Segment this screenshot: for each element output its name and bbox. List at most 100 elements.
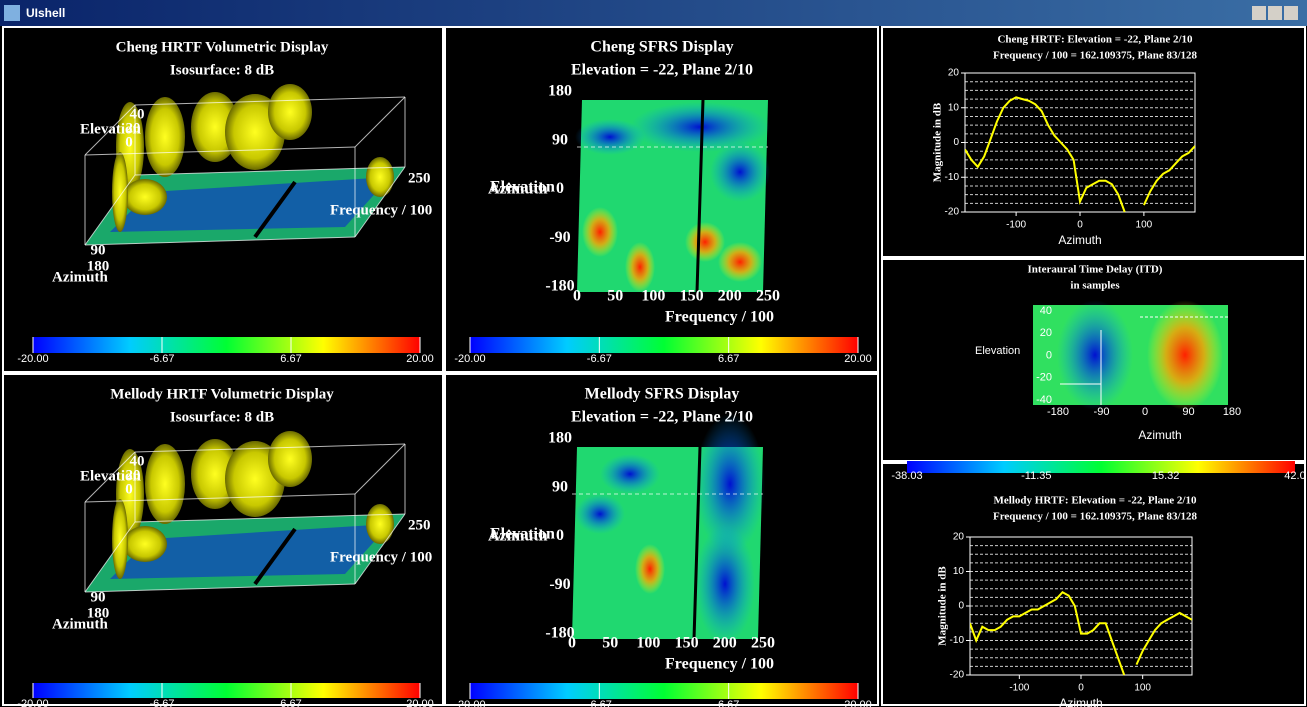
axis-label: Frequency / 100 <box>665 309 774 326</box>
x-tick-label: 100 <box>1134 683 1151 694</box>
y-tick-label: -40 <box>1036 394 1052 406</box>
colorbar-label: -20.00 <box>454 699 485 707</box>
x-tick-label: 200 <box>713 635 737 652</box>
panel-subtitle: in samples <box>1070 280 1120 292</box>
y-tick-label: -10 <box>950 635 965 646</box>
isosurface <box>112 152 128 232</box>
y-tick-label: 20 <box>953 532 965 543</box>
colorbar <box>470 337 858 353</box>
heatmap-blob <box>625 242 655 292</box>
heatmap <box>575 100 770 292</box>
isosurface <box>366 504 394 544</box>
maximize-button[interactable] <box>1268 6 1282 20</box>
y-tick-label: -20 <box>950 670 965 681</box>
y-tick-label: -180 <box>545 278 574 295</box>
axis-label: Elevation <box>80 468 141 484</box>
x-axis-label: Azimuth <box>1058 233 1101 247</box>
app-window: UIshell Cheng HRTF Volumetric DisplayIso… <box>0 0 1307 707</box>
y-tick-label: 90 <box>552 478 568 495</box>
frequency-tick: 250 <box>408 170 431 186</box>
y-axis-label: Magnitude in dB <box>932 102 944 182</box>
isosurface <box>123 526 167 562</box>
heatmap <box>572 414 765 644</box>
x-tick-label: 100 <box>641 288 665 305</box>
x-tick-label: -100 <box>1009 683 1029 694</box>
heatmap-blob <box>718 242 762 282</box>
axis-label: Elevation <box>80 121 141 137</box>
panel-subtitle: Elevation = -22, Plane 2/10 <box>571 62 753 79</box>
colorbar-label: -6.67 <box>587 699 612 707</box>
y-tick-label: 180 <box>548 83 572 100</box>
y-tick-label: 20 <box>1040 327 1052 339</box>
panel-title: Mellody SFRS Display <box>585 386 740 403</box>
azimuth-tick: 90 <box>91 589 106 605</box>
azimuth-tick: 90 <box>91 242 106 258</box>
axis-label: Azimuth <box>488 181 548 198</box>
x-tick-label: 150 <box>680 288 704 305</box>
isosurface <box>268 84 312 140</box>
x-tick-label: -180 <box>1047 406 1069 418</box>
y-axis-label: Elevation <box>975 345 1020 357</box>
y-tick-label: -90 <box>549 229 570 246</box>
minimize-button[interactable] <box>1252 6 1266 20</box>
colorbar-label: 6.67 <box>718 353 739 365</box>
heatmap-blob <box>1057 300 1133 410</box>
colorbar <box>33 683 420 698</box>
y-tick-label: 180 <box>548 430 572 447</box>
isosurface <box>112 499 128 579</box>
x-tick-label: 100 <box>636 635 660 652</box>
x-tick-label: 0 <box>1078 683 1084 694</box>
y-tick-label: -10 <box>945 172 960 183</box>
colorbar-label: 6.67 <box>280 698 301 707</box>
colorbar-label: 20.00 <box>844 353 872 365</box>
x-tick-label: 90 <box>1182 406 1194 418</box>
heatmap-blob <box>710 142 770 202</box>
panel-subtitle: Isosurface: 8 dB <box>170 409 274 425</box>
colorbar-label: 6.67 <box>718 699 739 707</box>
heatmap-blob <box>635 544 665 594</box>
x-tick-label: 250 <box>756 288 780 305</box>
panel-title: Cheng HRTF: Elevation = -22, Plane 2/10 <box>997 34 1193 46</box>
panel-subtitle: Frequency / 100 = 162.109375, Plane 83/1… <box>993 511 1198 523</box>
axis-label: Azimuth <box>488 528 548 545</box>
colorbar <box>907 461 1295 473</box>
y-tick-label: 90 <box>552 131 568 148</box>
heatmap-blob <box>685 222 725 262</box>
x-tick-label: 50 <box>602 635 618 652</box>
y-tick-label: 40 <box>1040 305 1052 317</box>
isosurface <box>145 444 185 524</box>
close-button[interactable] <box>1284 6 1298 20</box>
y-tick-label: 0 <box>556 527 564 544</box>
colorbar-label: 6.67 <box>280 353 301 365</box>
heatmap-blob <box>575 119 645 155</box>
x-axis-label: Azimuth <box>1138 428 1181 442</box>
panel-title: Mellody HRTF Volumetric Display <box>110 386 334 402</box>
x-axis-label: Azimuth <box>1059 696 1102 707</box>
colorbar-label: 15.32 <box>1152 470 1180 482</box>
colorbar-label: -6.67 <box>149 698 174 707</box>
x-tick-label: 200 <box>718 288 742 305</box>
x-tick-label: 100 <box>1136 220 1153 231</box>
axis-label: Azimuth <box>52 616 108 632</box>
x-tick-label: -100 <box>1006 220 1026 231</box>
heatmap-blob <box>582 207 618 257</box>
y-tick-label: 0 <box>556 180 564 197</box>
window-title: UIshell <box>26 6 65 20</box>
x-tick-label: 180 <box>1223 406 1241 418</box>
colorbar <box>470 683 858 699</box>
y-tick-label: 20 <box>948 68 960 79</box>
heatmap-blob <box>600 454 660 494</box>
colorbar-label: -20.00 <box>454 353 485 365</box>
isosurface <box>123 179 167 215</box>
y-tick-label: 10 <box>948 102 960 113</box>
colorbar <box>33 337 420 353</box>
isosurface <box>268 431 312 487</box>
x-tick-label: 150 <box>675 635 699 652</box>
isosurface <box>145 97 185 177</box>
x-tick-label: 50 <box>607 288 623 305</box>
x-tick-label: 250 <box>751 635 775 652</box>
frequency-tick: 250 <box>408 517 431 533</box>
axis-label: Azimuth <box>52 269 108 285</box>
y-axis-label: Magnitude in dB <box>937 566 949 646</box>
title-bar <box>0 0 1307 26</box>
